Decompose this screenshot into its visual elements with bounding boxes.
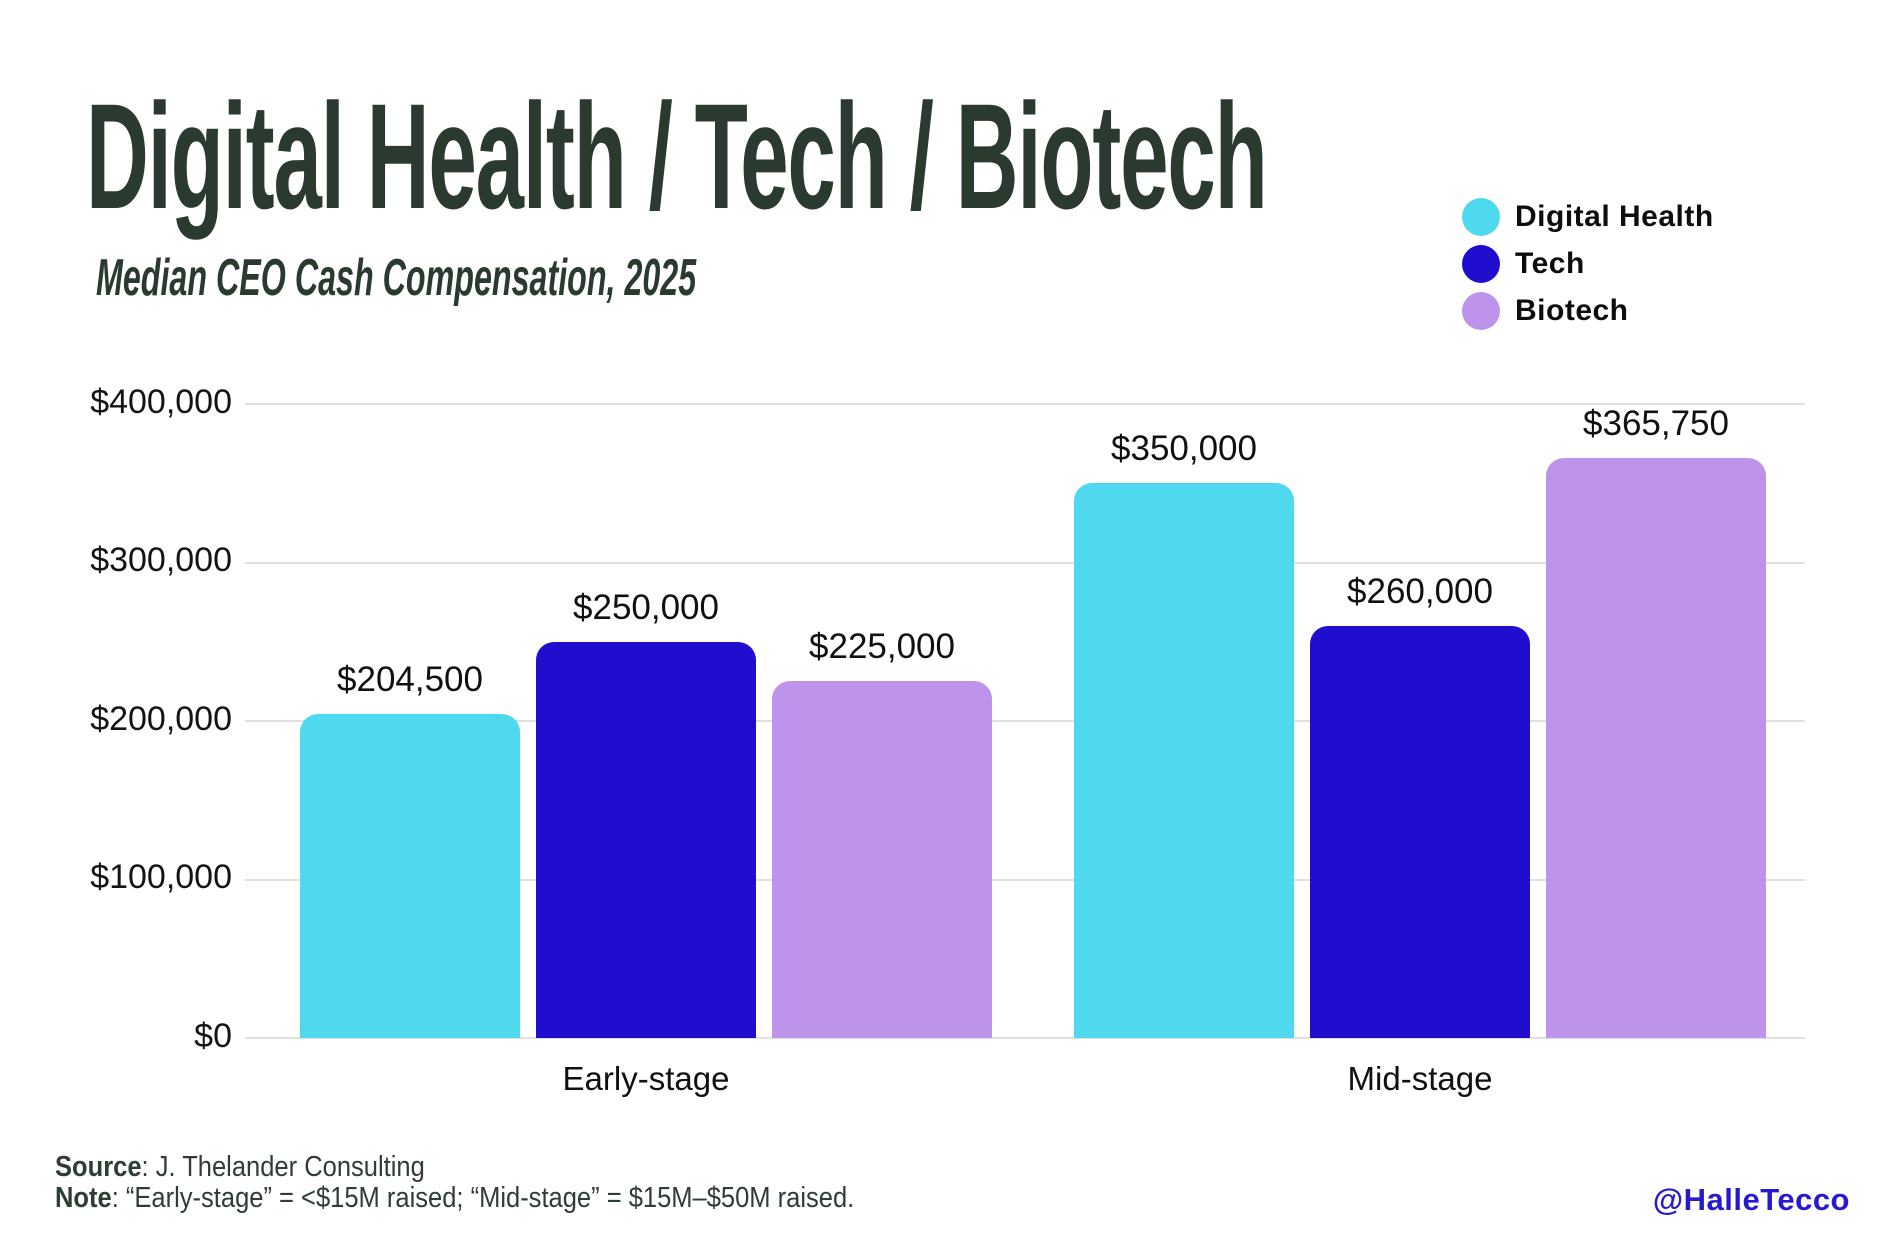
bar-value-label: $365,750: [1583, 404, 1729, 444]
chart-title: Digital Health / Tech / Biotech: [86, 72, 1268, 240]
digital-health-swatch-icon: [1462, 198, 1500, 236]
x-axis-label-early-stage: Early-stage: [562, 1060, 730, 1097]
bar-mid-biotech: $365,750: [1546, 404, 1766, 1038]
y-axis-tick: $300,000: [90, 541, 232, 579]
source-label: Source: [55, 1151, 142, 1183]
chart-subtitle: Median CEO Cash Compensation, 2025: [96, 249, 697, 307]
bar-value-label: $225,000: [809, 627, 955, 667]
bar-group-mid-stage: $350,000 $260,000 $365,750 Mid-stage: [1074, 404, 1766, 1097]
bar-early-biotech: $225,000: [772, 627, 992, 1038]
source-text: : J. Thelander Consulting: [141, 1151, 425, 1183]
source-line: Source: J. Thelander Consulting: [55, 1152, 854, 1183]
bar-value-label: $350,000: [1111, 429, 1257, 469]
y-axis-tick: $100,000: [90, 858, 232, 896]
bar-early-digital-health: $204,500: [300, 660, 520, 1038]
bar-group-early-stage: $204,500 $250,000 $225,000 Early-stage: [300, 404, 992, 1097]
bar-mid-tech: $260,000: [1310, 572, 1530, 1038]
social-handle: @HalleTecco: [1652, 1182, 1850, 1217]
x-axis-label-mid-stage: Mid-stage: [1347, 1060, 1493, 1097]
note-label: Note: [55, 1182, 112, 1214]
biotech-swatch-icon: [1462, 292, 1500, 330]
note-text: : “Early-stage” = <$15M raised; “Mid-sta…: [111, 1182, 855, 1214]
gridline-200k: [245, 720, 1805, 722]
bar-value-label: $260,000: [1347, 571, 1493, 611]
tech-swatch-icon: [1462, 245, 1500, 283]
bar-mid-digital-health: $350,000: [1074, 429, 1294, 1038]
bar-early-tech: $250,000: [536, 588, 756, 1038]
legend: Digital Health Tech Biotech: [1462, 198, 1714, 330]
plot-area: $204,500 $250,000 $225,000 Early-stage $…: [245, 403, 1805, 1097]
y-axis-tick: $400,000: [90, 383, 232, 421]
legend-item-digital-health: Digital Health: [1462, 198, 1714, 236]
legend-item-tech: Tech: [1462, 245, 1714, 283]
y-axis-tick: $0: [194, 1017, 232, 1055]
gridline-400k: [245, 403, 1805, 405]
bar-value-label: $204,500: [337, 659, 483, 699]
y-axis-tick: $200,000: [90, 700, 232, 738]
bar-value-label: $250,000: [573, 587, 719, 627]
note-line: Note: “Early-stage” = <$15M raised; “Mid…: [55, 1183, 854, 1214]
gridline-300k: [245, 561, 1805, 564]
legend-label: Tech: [1515, 247, 1585, 280]
legend-label: Biotech: [1515, 294, 1629, 327]
gridline-0: [245, 1037, 1805, 1039]
footer: Source: J. Thelander Consulting Note: “E…: [55, 1152, 963, 1214]
legend-item-biotech: Biotech: [1462, 292, 1714, 330]
gridline-100k: [245, 878, 1805, 881]
legend-label: Digital Health: [1515, 200, 1714, 233]
